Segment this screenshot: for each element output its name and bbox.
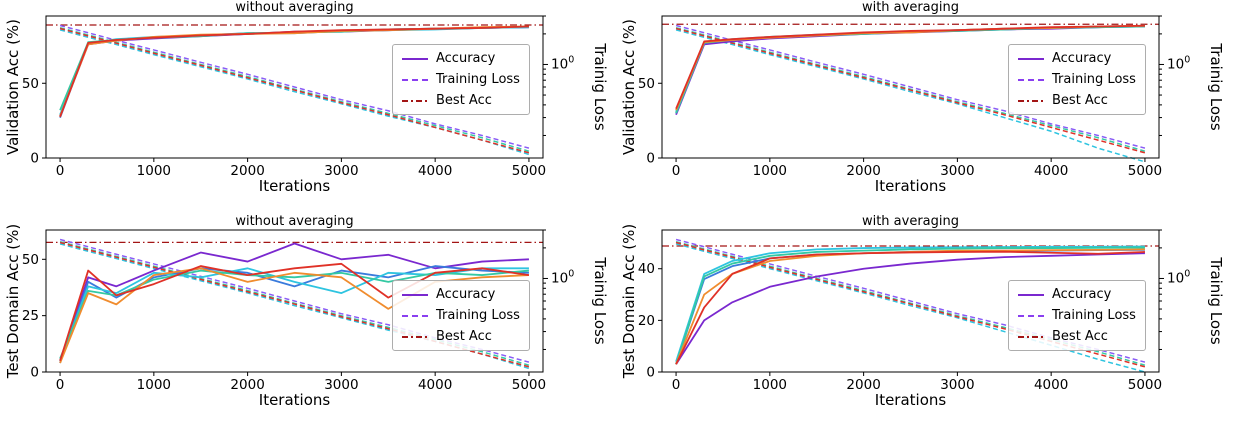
best-acc-line-sample — [402, 335, 428, 338]
chart-test-domain-without-averaging: without averaging Test Domain Acc (%) Tr… — [0, 214, 616, 429]
x-axis-label: Iterations — [258, 391, 331, 409]
svg-text:100: 100 — [551, 268, 574, 286]
svg-text:2000: 2000 — [846, 377, 880, 393]
accuracy-line-sample — [402, 293, 428, 296]
chart-title: with averaging — [861, 0, 960, 15]
svg-text:0: 0 — [30, 151, 39, 167]
plot-area: 0 1000 2000 3000 4000 5000 0 50 100 — [638, 15, 1190, 179]
legend-item-training-loss: Training Loss — [1018, 308, 1136, 323]
svg-text:4000: 4000 — [418, 377, 452, 393]
legend: Accuracy Training Loss Best Acc — [1008, 44, 1146, 115]
legend-item-best-acc: Best Acc — [402, 329, 520, 344]
svg-text:2000: 2000 — [846, 163, 880, 179]
svg-text:50: 50 — [22, 252, 39, 268]
legend-item-training-loss: Training Loss — [402, 308, 520, 323]
legend-label-best-acc: Best Acc — [436, 93, 492, 108]
best-acc-line-sample — [402, 99, 428, 102]
chart-title: without averaging — [235, 214, 354, 229]
legend-label-accuracy: Accuracy — [436, 287, 496, 302]
svg-text:0: 0 — [30, 365, 39, 381]
svg-text:1000: 1000 — [137, 377, 171, 393]
legend-label-best-acc: Best Acc — [1052, 329, 1108, 344]
svg-text:4000: 4000 — [1034, 377, 1068, 393]
svg-text:3000: 3000 — [940, 377, 974, 393]
legend-item-training-loss: Training Loss — [402, 72, 520, 87]
svg-text:5000: 5000 — [1128, 377, 1162, 393]
legend: Accuracy Training Loss Best Acc — [1008, 280, 1146, 351]
chart-validation-without-averaging: without averaging Validation Acc (%) Tra… — [0, 0, 616, 214]
plot-area: 0 1000 2000 3000 4000 5000 0 25 50 100 — [22, 229, 574, 393]
chart-title: with averaging — [861, 214, 960, 229]
legend-label-training-loss: Training Loss — [1052, 72, 1136, 87]
legend-item-best-acc: Best Acc — [1018, 93, 1136, 108]
training-loss-line-sample — [402, 78, 428, 81]
svg-text:1000: 1000 — [753, 163, 787, 179]
svg-text:0: 0 — [646, 151, 655, 167]
chart-test-domain-with-averaging: with averaging Test Domain Acc (%) Train… — [616, 214, 1233, 429]
svg-text:50: 50 — [22, 76, 39, 92]
accuracy-line-sample — [1018, 293, 1044, 296]
svg-text:50: 50 — [638, 76, 655, 92]
legend-item-best-acc: Best Acc — [402, 93, 520, 108]
legend-label-training-loss: Training Loss — [436, 308, 520, 323]
svg-text:5000: 5000 — [1128, 163, 1162, 179]
svg-text:2000: 2000 — [230, 377, 264, 393]
legend-label-training-loss: Training Loss — [436, 72, 520, 87]
svg-text:20: 20 — [638, 313, 655, 329]
legend-item-accuracy: Accuracy — [1018, 51, 1136, 66]
legend-label-accuracy: Accuracy — [1052, 287, 1112, 302]
x-axis-label: Iterations — [874, 177, 947, 195]
legend-item-accuracy: Accuracy — [402, 51, 520, 66]
legend-item-training-loss: Training Loss — [1018, 72, 1136, 87]
svg-text:0: 0 — [56, 377, 65, 393]
legend: Accuracy Training Loss Best Acc — [392, 280, 530, 351]
svg-text:5000: 5000 — [512, 163, 546, 179]
best-acc-line-sample — [1018, 335, 1044, 338]
svg-text:100: 100 — [551, 54, 574, 72]
legend-item-accuracy: Accuracy — [1018, 287, 1136, 302]
svg-text:25: 25 — [22, 308, 39, 324]
plot-area: 0 1000 2000 3000 4000 5000 0 20 40 100 — [638, 229, 1190, 393]
svg-text:3000: 3000 — [324, 377, 358, 393]
training-loss-line-sample — [1018, 314, 1044, 317]
accuracy-line-sample — [402, 57, 428, 60]
svg-text:0: 0 — [672, 163, 681, 179]
svg-text:4000: 4000 — [418, 163, 452, 179]
svg-text:1000: 1000 — [753, 377, 787, 393]
legend: Accuracy Training Loss Best Acc — [392, 44, 530, 115]
legend-label-accuracy: Accuracy — [1052, 51, 1112, 66]
best-acc-line-sample — [1018, 99, 1044, 102]
svg-text:5000: 5000 — [512, 377, 546, 393]
svg-text:0: 0 — [672, 377, 681, 393]
svg-text:3000: 3000 — [940, 163, 974, 179]
legend-item-best-acc: Best Acc — [1018, 329, 1136, 344]
svg-text:4000: 4000 — [1034, 163, 1068, 179]
x-axis-label: Iterations — [258, 177, 331, 195]
chart-validation-with-averaging: with averaging Validation Acc (%) Traini… — [616, 0, 1233, 214]
legend-label-best-acc: Best Acc — [436, 329, 492, 344]
x-axis-label: Iterations — [874, 391, 947, 409]
training-loss-line-sample — [402, 314, 428, 317]
accuracy-line-sample — [1018, 57, 1044, 60]
legend-label-accuracy: Accuracy — [436, 51, 496, 66]
chart-title: without averaging — [235, 0, 354, 15]
svg-text:0: 0 — [56, 163, 65, 179]
svg-text:1000: 1000 — [137, 163, 171, 179]
legend-label-training-loss: Training Loss — [1052, 308, 1136, 323]
svg-text:40: 40 — [638, 261, 655, 277]
svg-text:100: 100 — [1167, 268, 1190, 286]
legend-label-best-acc: Best Acc — [1052, 93, 1108, 108]
plot-area: 0 1000 2000 3000 4000 5000 0 50 100 — [22, 15, 574, 179]
training-loss-line-sample — [1018, 78, 1044, 81]
svg-text:2000: 2000 — [230, 163, 264, 179]
svg-text:0: 0 — [646, 365, 655, 381]
svg-text:100: 100 — [1167, 54, 1190, 72]
svg-text:3000: 3000 — [324, 163, 358, 179]
legend-item-accuracy: Accuracy — [402, 287, 520, 302]
